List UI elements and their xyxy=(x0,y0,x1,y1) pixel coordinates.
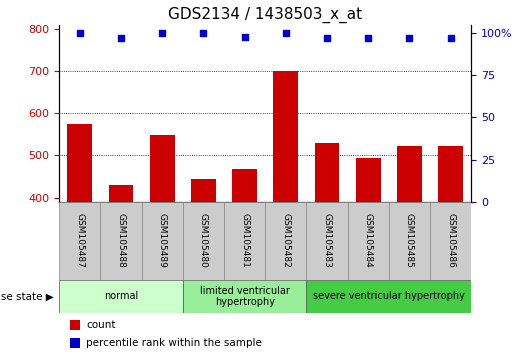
Text: percentile rank within the sample: percentile rank within the sample xyxy=(86,338,262,348)
Bar xyxy=(430,202,471,280)
Bar xyxy=(348,202,389,280)
Bar xyxy=(438,146,463,354)
Text: GSM105484: GSM105484 xyxy=(364,213,373,268)
Bar xyxy=(67,124,92,354)
Bar xyxy=(224,202,265,280)
Text: severe ventricular hypertrophy: severe ventricular hypertrophy xyxy=(313,291,465,302)
Bar xyxy=(100,202,142,280)
Point xyxy=(323,35,331,41)
Bar xyxy=(356,158,381,354)
Bar xyxy=(70,320,80,330)
Text: GSM105486: GSM105486 xyxy=(446,213,455,268)
Text: disease state ▶: disease state ▶ xyxy=(0,291,54,302)
Point xyxy=(364,35,372,41)
Bar xyxy=(397,146,422,354)
Text: GSM105482: GSM105482 xyxy=(281,213,290,268)
Bar xyxy=(183,280,306,313)
Bar xyxy=(315,143,339,354)
Bar xyxy=(59,202,100,280)
Text: limited ventricular
hypertrophy: limited ventricular hypertrophy xyxy=(200,286,289,307)
Title: GDS2134 / 1438503_x_at: GDS2134 / 1438503_x_at xyxy=(168,7,362,23)
Bar xyxy=(389,202,430,280)
Bar xyxy=(232,169,257,354)
Point xyxy=(158,30,166,36)
Bar xyxy=(306,280,471,313)
Bar xyxy=(273,71,298,354)
Point xyxy=(117,35,125,41)
Text: GSM105487: GSM105487 xyxy=(75,213,84,268)
Point xyxy=(76,30,84,36)
Point xyxy=(199,30,208,36)
Bar xyxy=(59,280,183,313)
Text: GSM105483: GSM105483 xyxy=(322,213,332,268)
Text: GSM105480: GSM105480 xyxy=(199,213,208,268)
Bar xyxy=(265,202,306,280)
Bar xyxy=(191,179,216,354)
Text: GSM105488: GSM105488 xyxy=(116,213,126,268)
Bar xyxy=(306,202,348,280)
Bar xyxy=(70,338,80,348)
Point xyxy=(405,35,414,41)
Text: GSM105481: GSM105481 xyxy=(240,213,249,268)
Point xyxy=(282,30,290,36)
Bar xyxy=(150,135,175,354)
Text: GSM105485: GSM105485 xyxy=(405,213,414,268)
Point xyxy=(241,34,249,39)
Point xyxy=(447,35,455,41)
Text: GSM105489: GSM105489 xyxy=(158,213,167,268)
Bar xyxy=(142,202,183,280)
Text: normal: normal xyxy=(104,291,138,302)
Bar xyxy=(109,185,133,354)
Bar xyxy=(183,202,224,280)
Text: count: count xyxy=(86,320,115,330)
